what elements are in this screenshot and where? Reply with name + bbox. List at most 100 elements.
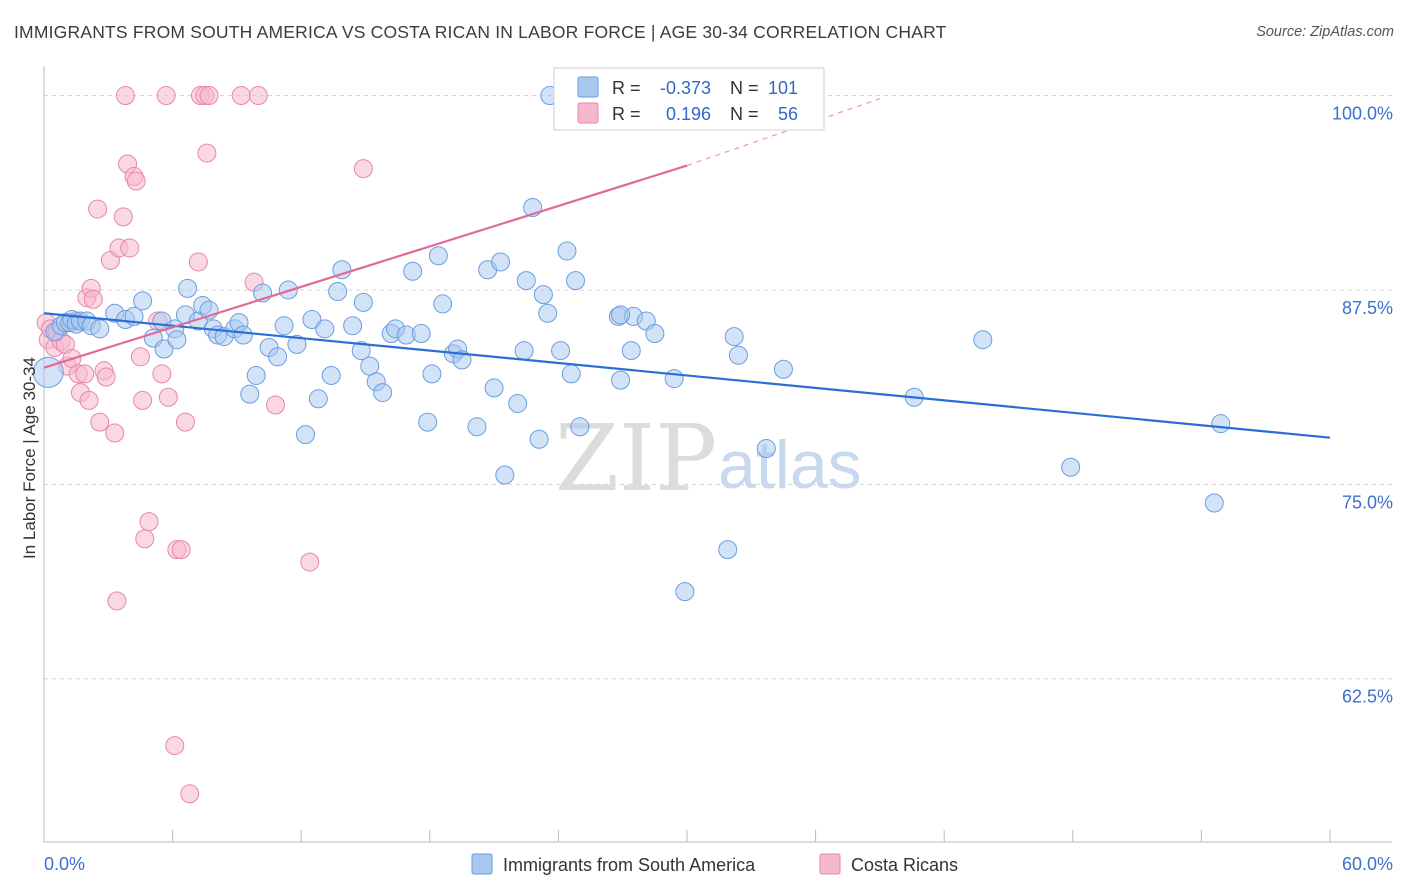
- point-south-america-58: [422, 364, 442, 384]
- point-south-america-19: [167, 330, 187, 350]
- y-axis-label: In Labor Force | Age 30-34: [20, 357, 39, 559]
- point-south-america-43: [321, 365, 341, 385]
- point-costa-rican-49: [231, 86, 251, 106]
- point-south-america-81: [570, 417, 590, 437]
- point-south-america-10: [90, 319, 110, 339]
- point-south-america-57: [418, 412, 438, 432]
- legend-r-label-1: R =: [612, 78, 641, 98]
- point-costa-rican-22: [105, 423, 125, 443]
- point-costa-rican-16: [83, 289, 103, 309]
- point-south-america-41: [308, 389, 328, 409]
- legend-r-value-1: -0.373: [660, 78, 711, 98]
- legend-n-value-2: 56: [778, 104, 798, 124]
- watermark-atlas: atlas: [718, 427, 862, 503]
- point-south-america-63: [452, 350, 472, 370]
- point-south-america-77: [551, 341, 571, 361]
- axes: [43, 66, 1392, 843]
- point-south-america-89: [675, 582, 695, 602]
- point-south-america-64: [467, 417, 487, 437]
- legend: R = -0.373 N = 101 R = 0.196 N = 56: [553, 67, 825, 131]
- point-costa-rican-25: [113, 207, 133, 227]
- point-south-america-51: [373, 383, 393, 403]
- legend-n-value-1: 101: [768, 78, 798, 98]
- point-south-america-78: [557, 241, 577, 261]
- point-south-america-66: [484, 378, 504, 398]
- y-tick-label-0: 100.0%: [1332, 104, 1393, 124]
- point-south-america-88: [664, 369, 684, 389]
- point-south-america-71: [516, 271, 536, 291]
- point-south-america-35: [268, 347, 288, 367]
- y-tick-label-2: 75.0%: [1342, 492, 1393, 512]
- point-costa-rican-54: [353, 159, 373, 179]
- point-south-america-73: [529, 429, 549, 449]
- point-south-america-94: [773, 359, 793, 379]
- point-costa-rican-47: [197, 143, 217, 163]
- point-south-america-91: [724, 327, 744, 347]
- bottom-legend-label-pink: Costa Ricans: [851, 855, 958, 875]
- point-south-america-56: [411, 323, 431, 343]
- point-south-america-21: [178, 278, 198, 298]
- point-costa-rican-28: [120, 238, 140, 258]
- point-south-america-59: [428, 246, 448, 266]
- point-costa-rican-48: [199, 86, 219, 106]
- point-costa-rican-42: [175, 412, 195, 432]
- point-south-america-48: [353, 292, 373, 312]
- source-label: Source: ZipAtlas.com: [1256, 24, 1394, 40]
- x-tick-label-0: 0.0%: [44, 854, 85, 874]
- bottom-legend-swatch-pink: [819, 853, 841, 875]
- point-south-america-14: [133, 291, 153, 311]
- trend-lines: [43, 98, 1331, 439]
- trend-line-costa-rican-extension: [686, 98, 881, 167]
- point-costa-rican-41: [171, 540, 191, 560]
- point-south-america-38: [287, 334, 307, 354]
- point-south-america-87: [645, 323, 665, 343]
- point-south-america-92: [728, 345, 748, 365]
- point-costa-rican-23: [107, 591, 127, 611]
- watermark: ZIP atlas: [555, 405, 862, 512]
- point-south-america-99: [1211, 414, 1231, 434]
- point-costa-rican-32: [133, 390, 153, 410]
- point-south-america-42: [315, 319, 335, 339]
- point-costa-rican-30: [126, 171, 146, 191]
- point-south-america-30: [233, 325, 253, 345]
- chart-title: IMMIGRANTS FROM SOUTH AMERICA VS COSTA R…: [14, 22, 947, 42]
- point-south-america-31: [240, 384, 260, 404]
- point-costa-rican-14: [79, 390, 99, 410]
- point-south-america-100: [611, 305, 631, 325]
- point-south-america-60: [433, 294, 453, 314]
- point-costa-rican-51: [248, 86, 268, 106]
- point-costa-rican-20: [96, 367, 116, 387]
- trend-line-south-america: [43, 312, 1331, 439]
- point-south-america-68: [495, 465, 515, 485]
- legend-swatch-blue: [577, 76, 599, 98]
- point-costa-rican-36: [152, 364, 172, 384]
- point-costa-rican-12: [75, 364, 95, 384]
- point-costa-rican-17: [88, 199, 108, 219]
- legend-swatch-pink: [577, 102, 599, 124]
- point-costa-rican-26: [115, 86, 135, 106]
- point-south-america-98: [1204, 493, 1224, 513]
- point-costa-rican-52: [265, 395, 285, 415]
- point-south-america-83: [611, 370, 631, 390]
- point-south-america-17: [154, 339, 174, 359]
- point-costa-rican-34: [139, 512, 159, 532]
- point-south-america-69: [508, 393, 528, 413]
- point-south-america-45: [332, 260, 352, 280]
- point-south-america-79: [561, 364, 581, 384]
- data-points: [32, 86, 1231, 804]
- point-costa-rican-31: [130, 347, 150, 367]
- point-costa-rican-53: [300, 552, 320, 572]
- point-south-america-46: [343, 316, 363, 336]
- legend-r-value-2: 0.196: [666, 104, 711, 124]
- point-costa-rican-38: [158, 387, 178, 407]
- point-south-america-36: [274, 316, 294, 336]
- legend-n-label-2: N =: [730, 104, 759, 124]
- point-south-america-47: [351, 341, 371, 361]
- point-south-america-80: [566, 271, 586, 291]
- bottom-legend-swatch-blue: [471, 853, 493, 875]
- point-south-america-75: [538, 303, 558, 323]
- point-south-america-74: [533, 285, 553, 305]
- point-costa-rican-18: [90, 412, 110, 432]
- point-south-america-70: [514, 341, 534, 361]
- point-south-america-44: [328, 281, 348, 301]
